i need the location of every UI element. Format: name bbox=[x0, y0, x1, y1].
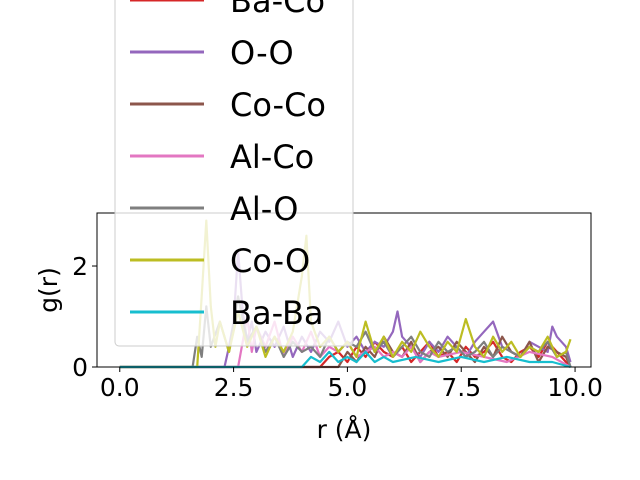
x-tick-label: 5.0 bbox=[328, 373, 368, 402]
legend: Ba-Co O-O Co-Co Al-Co Al-O Co-O Ba-Ba bbox=[114, 0, 354, 347]
x-tick-label: 7.5 bbox=[441, 373, 481, 402]
legend-label-o-o: O-O bbox=[230, 34, 294, 72]
y-axis-label: g(r) bbox=[34, 267, 63, 313]
x-axis-ticks: 0.0 2.5 5.0 7.5 10.0 bbox=[100, 367, 603, 402]
x-tick-label: 2.5 bbox=[214, 373, 254, 402]
y-tick-label: 0 bbox=[72, 353, 88, 382]
legend-items: Ba-Co O-O Co-Co Al-Co Al-O Co-O Ba-Ba bbox=[130, 0, 326, 332]
series-line-ba-ba bbox=[119, 350, 571, 369]
x-tick-label: 10.0 bbox=[547, 373, 603, 402]
x-tick-label: 0.0 bbox=[100, 373, 140, 402]
y-axis-ticks: 02 bbox=[72, 252, 97, 382]
legend-label-al-co: Al-Co bbox=[230, 138, 314, 176]
legend-label-co-o: Co-O bbox=[230, 242, 310, 280]
legend-label-ba-co: Ba-Co bbox=[230, 0, 325, 20]
legend-label-co-co: Co-Co bbox=[230, 86, 326, 124]
legend-label-al-o: Al-O bbox=[230, 190, 298, 228]
legend-label-ba-ba: Ba-Ba bbox=[230, 294, 324, 332]
y-tick-label: 2 bbox=[72, 252, 88, 281]
x-axis-label: r (Å) bbox=[317, 415, 372, 444]
